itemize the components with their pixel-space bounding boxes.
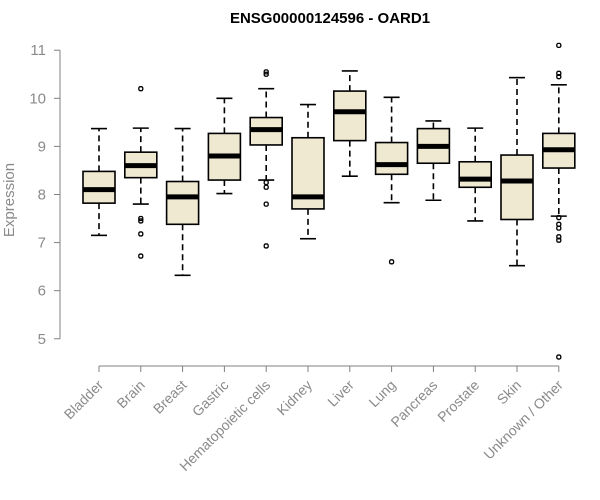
boxes-group [82, 42, 576, 360]
chart-title: ENSG00000124596 - OARD1 [230, 10, 430, 27]
outlier-point [556, 354, 562, 360]
outlier-point [263, 179, 269, 186]
outlier-point [263, 243, 269, 249]
x-tick-label: Lung [365, 377, 398, 410]
box-pancreas [416, 120, 451, 202]
y-tick-label: 5 [38, 331, 46, 348]
box-bladder [82, 127, 116, 237]
x-tick-label: Brain [113, 377, 147, 411]
x-tick-label: Kidney [274, 377, 316, 419]
y-tick-label: 9 [38, 138, 46, 155]
box-breast [165, 127, 200, 277]
y-tick-label: 10 [29, 90, 46, 107]
outlier-point [263, 184, 269, 190]
box-prostate [458, 127, 493, 222]
outlier-point [138, 218, 144, 224]
box-brain [124, 86, 158, 259]
outlier-point [138, 215, 144, 222]
box-unknown-other [541, 42, 576, 360]
outlier-point [138, 86, 144, 92]
outlier-point [556, 42, 562, 49]
outlier-point [138, 253, 144, 259]
axes: 5 6 7 8 9 10 11 [29, 42, 560, 372]
x-tick-label: Liver [324, 377, 357, 410]
y-tick-label: 8 [38, 186, 46, 203]
box-liver [332, 70, 367, 178]
x-tick-label: Unknown / Other [480, 377, 566, 463]
outlier-point [263, 201, 269, 207]
y-tick-label: 11 [30, 42, 46, 59]
y-tick-label: 6 [38, 283, 46, 300]
box-kidney [291, 103, 325, 240]
outlier-point [556, 237, 562, 243]
x-tick-label: Prostate [434, 377, 482, 425]
y-axis-label: Expression [1, 163, 18, 237]
box-skin [500, 76, 534, 267]
iqr-box [500, 154, 534, 221]
box-gastric [207, 97, 242, 195]
outlier-point [556, 74, 562, 80]
box-lung [374, 96, 409, 265]
y-tick-label: 7 [38, 235, 46, 252]
x-tick-label: Bladder [61, 377, 107, 423]
outlier-point [138, 231, 144, 237]
iqr-box [165, 180, 200, 226]
outlier-point [556, 225, 562, 231]
outlier-point [263, 69, 269, 75]
outlier-point [388, 259, 395, 265]
x-tick-label: Skin [494, 377, 525, 408]
outlier-point [556, 214, 562, 221]
iqr-box [332, 90, 367, 142]
outlier-point [263, 71, 269, 77]
iqr-box [374, 141, 409, 176]
iqr-box [458, 160, 493, 189]
box-hematopoietic-cells [249, 69, 283, 249]
x-tick-label: Breast [150, 377, 190, 417]
